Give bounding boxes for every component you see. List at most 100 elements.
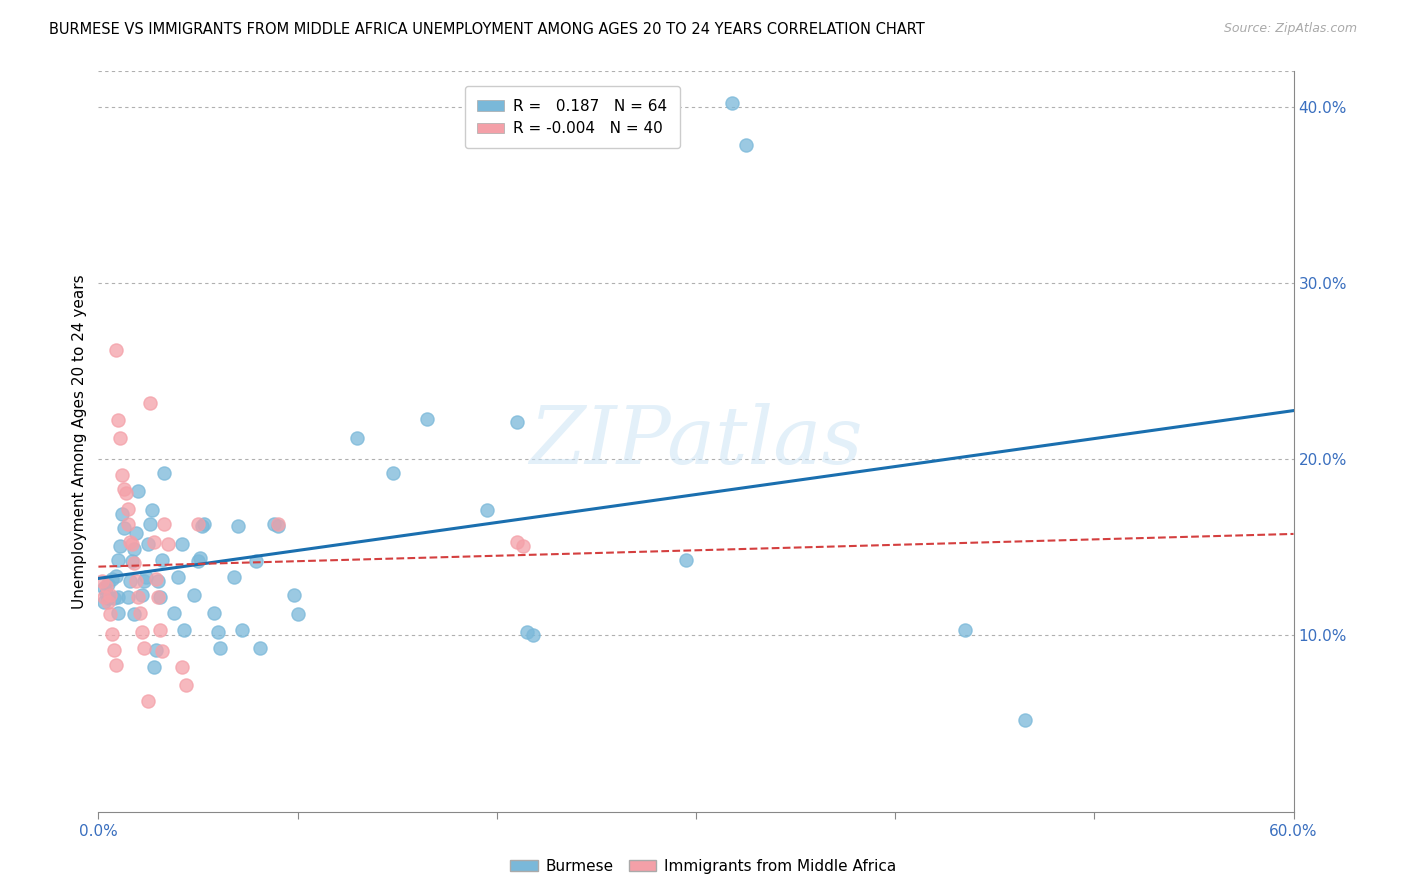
Point (110, 431, 132, 445)
Point (117, 590, 139, 604)
Point (121, 554, 143, 568)
Point (105, 568, 128, 582)
Point (346, 431, 368, 445)
Point (734, 138, 756, 153)
Point (111, 468, 134, 483)
Point (226, 519, 249, 533)
Point (208, 640, 231, 655)
Point (267, 519, 290, 533)
Legend: Burmese, Immigrants from Middle Africa: Burmese, Immigrants from Middle Africa (503, 853, 903, 880)
Point (202, 606, 225, 620)
Point (174, 678, 197, 692)
Point (134, 640, 156, 655)
Point (134, 574, 156, 588)
Text: ZIPatlas: ZIPatlas (529, 403, 863, 480)
Point (141, 503, 163, 517)
Point (148, 574, 170, 588)
Point (231, 623, 253, 637)
Point (103, 591, 125, 606)
Point (522, 628, 544, 642)
Point (191, 519, 214, 533)
Point (145, 572, 167, 586)
Point (139, 517, 162, 532)
Point (103, 642, 125, 657)
Point (120, 535, 142, 549)
Point (416, 411, 439, 425)
Point (512, 539, 534, 553)
Point (167, 570, 190, 584)
Point (117, 517, 139, 532)
Point (475, 503, 498, 517)
Point (127, 483, 149, 498)
Point (157, 537, 180, 551)
Point (124, 542, 146, 557)
Point (125, 574, 148, 588)
Point (139, 396, 162, 410)
Point (150, 644, 173, 658)
Point (136, 694, 159, 708)
Point (207, 624, 229, 639)
Point (93, 590, 115, 604)
Point (97, 577, 120, 591)
Point (249, 640, 271, 655)
Point (98, 607, 122, 622)
Point (149, 590, 172, 604)
Point (124, 556, 146, 570)
Point (172, 537, 194, 551)
Point (245, 554, 267, 568)
Point (150, 552, 173, 566)
Point (187, 554, 209, 568)
Point (149, 623, 172, 637)
Point (287, 607, 309, 622)
Point (263, 517, 285, 532)
Point (96, 586, 118, 600)
Point (143, 535, 166, 549)
Point (124, 607, 146, 622)
Point (110, 539, 132, 553)
Point (107, 552, 129, 566)
Point (101, 572, 124, 586)
Point (188, 550, 211, 565)
Point (96, 579, 118, 593)
Point (163, 606, 186, 620)
Point (120, 574, 142, 588)
Point (721, 96, 744, 111)
Point (121, 537, 143, 551)
Point (125, 526, 148, 541)
Point (112, 521, 135, 535)
Point (382, 467, 405, 481)
Point (105, 658, 128, 673)
Text: Source: ZipAtlas.com: Source: ZipAtlas.com (1223, 22, 1357, 36)
Point (283, 588, 305, 602)
Point (111, 507, 134, 521)
Point (112, 482, 135, 496)
Text: BURMESE VS IMMIGRANTS FROM MIDDLE AFRICA UNEMPLOYMENT AMONG AGES 20 TO 24 YEARS : BURMESE VS IMMIGRANTS FROM MIDDLE AFRICA… (49, 22, 925, 37)
Point (107, 590, 129, 604)
Point (222, 570, 245, 584)
Point (172, 660, 194, 674)
Point (136, 537, 159, 551)
Point (953, 623, 976, 637)
Point (143, 660, 166, 674)
Point (193, 517, 215, 532)
Point (145, 642, 167, 657)
Point (148, 590, 170, 604)
Legend: R =   0.187   N = 64, R = -0.004   N = 40: R = 0.187 N = 64, R = -0.004 N = 40 (464, 87, 681, 148)
Point (93, 581, 115, 595)
Point (173, 623, 195, 637)
Point (506, 535, 529, 549)
Point (675, 552, 697, 566)
Point (131, 624, 153, 639)
Point (97, 591, 120, 606)
Point (101, 626, 124, 640)
Point (91, 574, 114, 588)
Point (98, 588, 122, 602)
Point (153, 517, 176, 532)
Point (516, 624, 538, 639)
Point (105, 343, 128, 357)
Point (107, 606, 129, 620)
Point (153, 467, 176, 481)
Point (1014, 713, 1036, 727)
Point (127, 590, 149, 604)
Point (131, 588, 153, 602)
